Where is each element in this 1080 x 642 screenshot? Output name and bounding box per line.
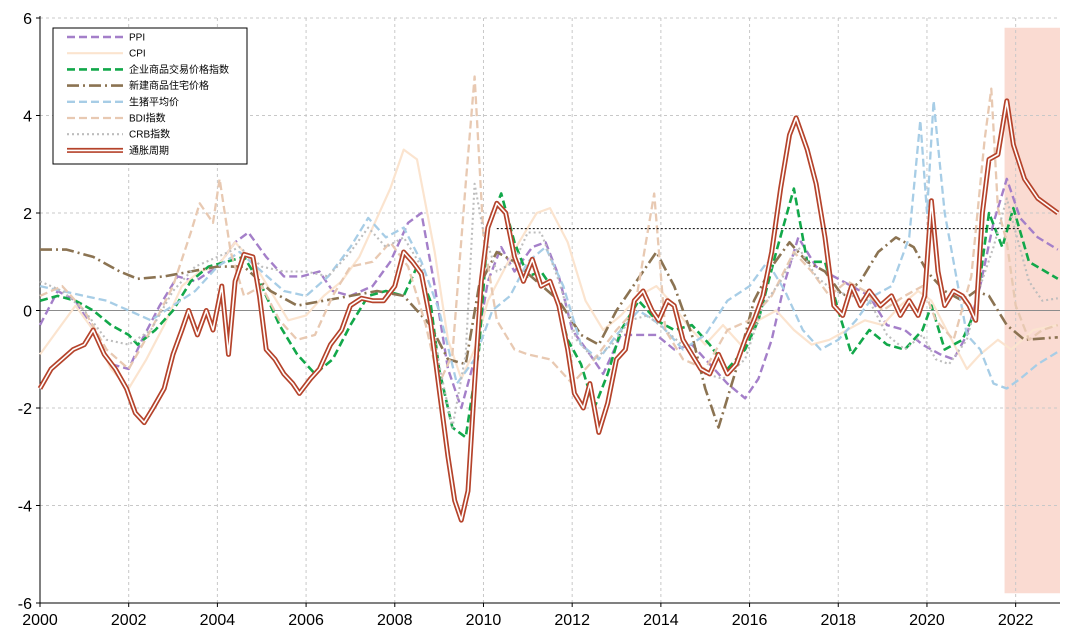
y-tick-label-0: 0	[23, 304, 32, 321]
legend-label-2: 企业商品交易价格指数	[129, 63, 229, 76]
series-lines	[37, 75, 1060, 523]
x-tick-label-2012: 2012	[554, 612, 590, 629]
y-tick-label-4: 4	[23, 109, 32, 126]
x-tick-label-2022: 2022	[998, 612, 1034, 629]
legend-label-5: BDI指数	[129, 112, 166, 125]
legend-box	[52, 27, 248, 165]
legend-label-0: PPI	[129, 33, 145, 44]
series-5-line	[39, 75, 1059, 385]
x-tick-label-2004: 2004	[200, 612, 236, 629]
series-7-inner-line	[39, 100, 1059, 521]
legend-label-7: 通胀周期	[129, 145, 169, 157]
legend-label-3: 新建商品住宅价格	[129, 79, 209, 92]
series-4-line	[39, 99, 1059, 390]
x-tick-label-2006: 2006	[288, 612, 324, 629]
y-tick-label--2: -2	[18, 401, 32, 418]
y-tick-label-6: 6	[23, 11, 32, 28]
x-tick-label-2000: 2000	[22, 612, 58, 629]
x-tick-label-2002: 2002	[111, 612, 147, 629]
x-tick-label-2010: 2010	[466, 612, 502, 629]
x-tick-label-2014: 2014	[643, 612, 679, 629]
legend-label-4: 生猪平均价	[129, 95, 179, 108]
series-1-line	[39, 148, 1059, 390]
x-tick-label-2020: 2020	[909, 612, 945, 629]
x-tick-label-2016: 2016	[732, 612, 768, 629]
legend-label-6: CRB指数	[129, 128, 170, 141]
y-tick-label--6: -6	[18, 596, 32, 613]
series-3-line	[40, 236, 1058, 429]
y-tick-label--4: -4	[18, 499, 32, 516]
x-tick-label-2008: 2008	[377, 612, 413, 629]
x-tick-label-2018: 2018	[820, 612, 856, 629]
legend-label-1: CPI	[129, 49, 146, 60]
y-tick-label-2: 2	[23, 206, 32, 223]
